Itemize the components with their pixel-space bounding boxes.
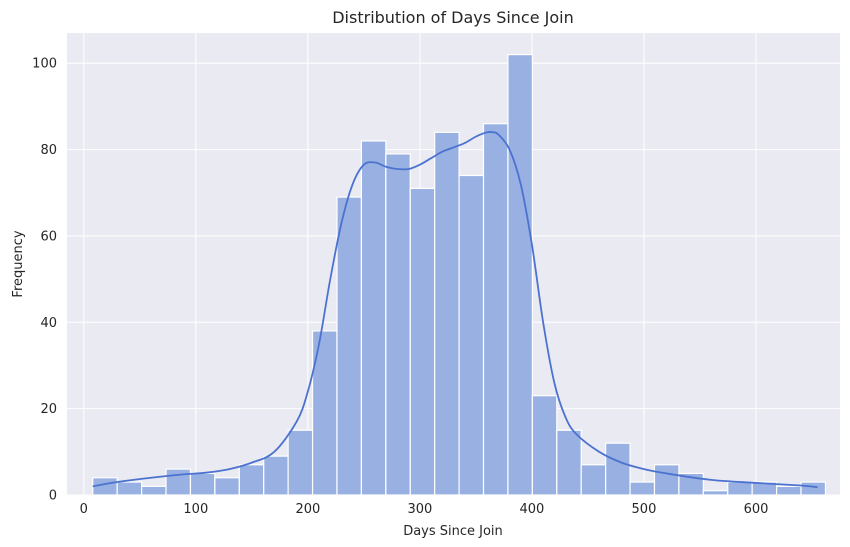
y-tick-label: 100 xyxy=(32,57,57,72)
histogram-bar xyxy=(263,455,289,496)
y-tick-label: 40 xyxy=(40,316,57,331)
histogram-bars xyxy=(92,53,827,496)
histogram-bar xyxy=(434,131,460,496)
histogram-bar xyxy=(482,123,509,496)
histogram-bar xyxy=(629,481,656,496)
histogram-bar xyxy=(214,477,240,496)
histogram-bar xyxy=(336,196,363,496)
histogram-bar xyxy=(116,481,143,496)
histogram-bar xyxy=(141,485,167,496)
histogram-bar xyxy=(775,485,802,496)
chart-title: Distribution of Days Since Join xyxy=(332,8,574,27)
histogram-bar xyxy=(727,481,753,496)
histogram-bar xyxy=(507,53,533,496)
histogram-bar xyxy=(531,395,558,496)
histogram-bar xyxy=(189,472,216,496)
histogram-bar xyxy=(165,468,192,496)
histogram-bar xyxy=(702,490,729,496)
x-tick-label: 500 xyxy=(632,502,657,517)
x-tick-label: 0 xyxy=(80,502,88,517)
histogram-bar xyxy=(605,442,631,496)
histogram-bar xyxy=(287,429,314,496)
x-tick-label: 600 xyxy=(744,502,769,517)
kde-line xyxy=(92,130,818,489)
y-tick-label: 60 xyxy=(40,229,57,244)
histogram-bar xyxy=(385,153,411,496)
x-tick-labels: 0 100 200 300 400 500 600 xyxy=(80,502,769,517)
x-axis-label: Days Since Join xyxy=(403,524,503,539)
y-tick-label: 80 xyxy=(40,143,57,158)
histogram-bar xyxy=(800,481,827,496)
histogram-bar xyxy=(360,140,387,496)
y-axis-label: Frequency xyxy=(11,230,26,297)
x-tick-label: 400 xyxy=(520,502,545,517)
histogram-bar xyxy=(238,464,265,496)
histogram-bar xyxy=(458,174,485,496)
histogram-bar xyxy=(580,464,607,496)
x-tick-label: 300 xyxy=(407,502,432,517)
y-tick-label: 20 xyxy=(40,402,57,417)
histogram-bar xyxy=(556,429,582,496)
x-tick-label: 200 xyxy=(295,502,320,517)
y-tick-labels: 0 20 40 60 80 100 xyxy=(32,57,57,504)
histogram-bar xyxy=(409,187,436,496)
histogram-bar xyxy=(653,464,680,496)
y-tick-label: 0 xyxy=(49,489,57,504)
x-tick-label: 100 xyxy=(183,502,208,517)
